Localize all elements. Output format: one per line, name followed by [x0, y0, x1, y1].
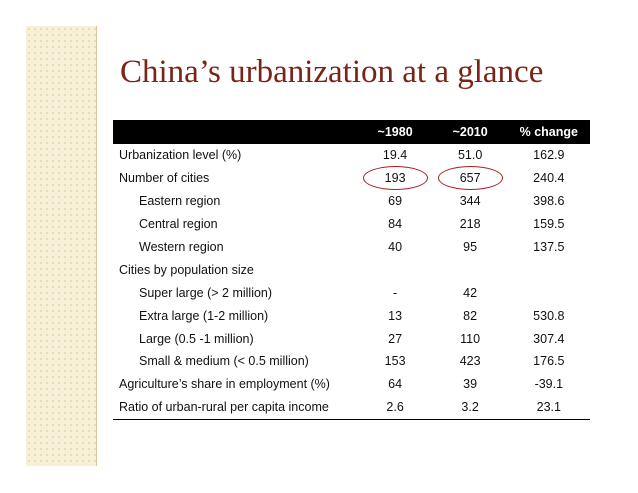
table-row: Western region 40 95 137.5 [113, 236, 590, 259]
table-row: Agriculture’s share in employment (%) 64… [113, 373, 590, 396]
table-header-row: ~1980 ~2010 % change [113, 120, 590, 144]
slide-title: China’s urbanization at a glance [120, 54, 544, 90]
row-label: Agriculture’s share in employment (%) [119, 377, 330, 392]
value-change: 398.6 [533, 194, 565, 209]
value-1980: 40 [388, 240, 403, 254]
side-divider [96, 26, 97, 466]
table-row: Large (0.5 -1 million) 27 110 307.4 [113, 327, 590, 350]
value-2010 [433, 258, 508, 281]
value-change: 137.5 [533, 240, 565, 254]
circled-value-2010: 657 [437, 166, 503, 191]
circled-value-1980: 193 [362, 166, 428, 191]
row-label: Central region [139, 217, 218, 232]
table-row: Number of cities 193 657 240.4 [113, 166, 590, 191]
value-2010: 110 [460, 331, 481, 346]
row-label: Extra large (1-2 million) [139, 308, 269, 323]
value-1980 [358, 258, 433, 281]
row-label: Super large (> 2 million) [139, 285, 273, 300]
value-change: -39.1 [534, 377, 564, 392]
value-2010: 657 [433, 166, 508, 191]
row-label: Eastern region [139, 194, 221, 209]
value-change [508, 281, 590, 304]
row-label: Western region [139, 240, 224, 254]
value-change: 23.1 [507, 395, 590, 420]
value-2010: 344 [459, 194, 481, 209]
header-1980: ~1980 [377, 125, 413, 139]
value-change: 530.8 [533, 308, 565, 323]
row-label: Small & medium (< 0.5 million) [139, 354, 309, 369]
table-row: Extra large (1-2 million) 13 82 530.8 [113, 304, 590, 327]
table-row: Super large (> 2 million) - 42 [113, 281, 590, 304]
value-1980: 2.6 [357, 395, 433, 420]
value-1980: 19.4 [382, 148, 408, 163]
table-row: Small & medium (< 0.5 million) 153 423 1… [113, 350, 590, 373]
row-label: Cities by population size [119, 262, 254, 277]
value-2010: 95 [463, 240, 478, 254]
value-1980: 64 [388, 377, 403, 392]
value-change [508, 258, 590, 281]
value-2010: 42 [463, 285, 478, 300]
value-2010: 423 [459, 354, 481, 369]
value-1980: 13 [388, 308, 403, 323]
value-2010: 82 [463, 308, 478, 323]
value-2010: 51.0 [457, 148, 483, 163]
value-1980: 69 [388, 194, 403, 209]
header-change: % change [519, 125, 578, 139]
row-label: Ratio of urban-rural per capita income [113, 395, 358, 420]
header-2010: ~2010 [452, 125, 488, 139]
value-change: 240.4 [533, 171, 565, 186]
row-label: Large (0.5 -1 million) [139, 331, 254, 346]
header-label [113, 120, 358, 144]
table-row: Cities by population size [113, 258, 590, 281]
table-row: Ratio of urban-rural per capita income 2… [113, 395, 590, 420]
table-row: Eastern region 69 344 398.6 [113, 190, 590, 213]
value-change: 162.9 [533, 148, 565, 163]
row-label: Number of cities [119, 171, 210, 186]
value-1980: 193 [358, 166, 433, 191]
urbanization-table: ~1980 ~2010 % change Urbanization level … [113, 120, 590, 420]
value-change: 176.5 [533, 354, 565, 369]
decorative-side-panel [26, 26, 96, 466]
value-1980: 153 [384, 354, 406, 369]
row-label: Urbanization level (%) [119, 148, 242, 163]
value-1980: 84 [388, 217, 403, 232]
value-1980: - [393, 285, 398, 300]
value-change: 159.5 [533, 217, 565, 232]
value-change: 307.4 [533, 331, 565, 346]
value-2010: 218 [459, 217, 481, 232]
value-1980: 27 [388, 331, 403, 346]
value-2010: 3.2 [432, 395, 508, 420]
value-2010: 39 [463, 377, 478, 392]
table-row: Central region 84 218 159.5 [113, 213, 590, 236]
table-row: Urbanization level (%) 19.4 51.0 162.9 [113, 144, 590, 167]
